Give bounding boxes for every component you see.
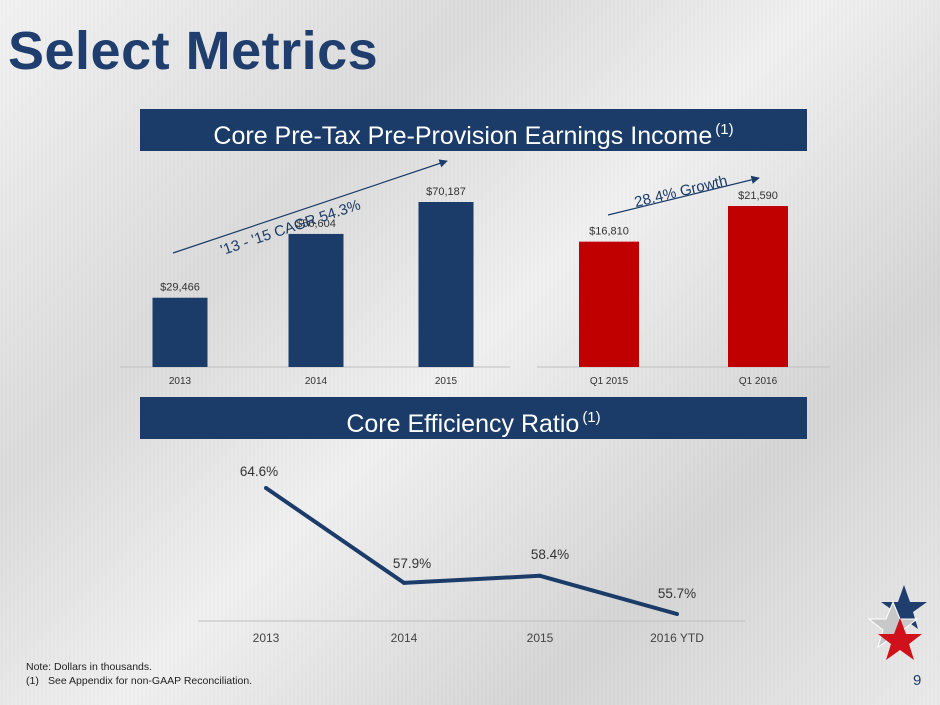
efficiency-point-1 <box>264 486 268 490</box>
bar-2-1 <box>579 241 639 367</box>
efficiency-label-4: 55.7% <box>658 586 696 601</box>
bar-1-1 <box>152 297 208 367</box>
efficiency-category-3: 2015 <box>527 631 554 645</box>
bar-label-1-1: $29,466 <box>160 282 200 294</box>
efficiency-point-2 <box>402 580 406 585</box>
efficiency-label-1: 64.6% <box>240 464 278 479</box>
bar-category-1-1: 2013 <box>169 376 192 387</box>
efficiency-category-1: 2013 <box>253 631 280 645</box>
bar-2-2 <box>728 206 788 367</box>
efficiency-banner-footnote: (1) <box>582 409 601 426</box>
bar-category-1-3: 2015 <box>435 376 458 387</box>
bar-category-2-1: Q1 2015 <box>590 376 629 387</box>
note-dollars: Note: Dollars in thousands. <box>26 661 153 673</box>
efficiency-point-3 <box>538 573 542 578</box>
bar-category-1-2: 2014 <box>305 376 328 387</box>
bar-label-1-3: $70,187 <box>426 186 466 198</box>
growth-arrow <box>607 175 760 216</box>
efficiency-label-3: 58.4% <box>531 547 569 562</box>
efficiency-banner: Core Efficiency Ratio (1) <box>140 397 807 439</box>
page-number: 9 <box>913 672 922 689</box>
efficiency-category-2: 2014 <box>391 631 418 645</box>
efficiency-line <box>264 486 678 616</box>
efficiency-banner-text: Core Efficiency Ratio <box>346 410 580 438</box>
cagr-arrow <box>172 159 448 254</box>
bar-label-2-2: $21,590 <box>738 190 778 202</box>
earnings-banner-text: Core Pre-Tax Pre-Provision Earnings Inco… <box>213 122 713 150</box>
bar-label-1-2: $56,604 <box>296 218 336 230</box>
bar-category-2-2: Q1 2016 <box>739 376 778 387</box>
earnings-banner: Core Pre-Tax Pre-Provision Earnings Inco… <box>140 109 807 151</box>
efficiency-label-2: 57.9% <box>393 556 431 571</box>
page-title: Select Metrics <box>8 21 379 81</box>
efficiency-point-4 <box>675 612 679 616</box>
bar-1-3 <box>418 202 474 367</box>
bar-1-2 <box>288 233 344 367</box>
note-footnote-marker: (1) <box>26 675 39 687</box>
star-logo <box>867 585 927 660</box>
earnings-banner-footnote: (1) <box>715 121 734 138</box>
note-footnote-text: See Appendix for non-GAAP Reconciliation… <box>48 675 253 687</box>
efficiency-category-4: 2016 YTD <box>650 631 704 645</box>
note-footnote: (1) See Appendix for non-GAAP Reconciliat… <box>26 675 252 687</box>
bar-label-2-1: $16,810 <box>589 226 629 238</box>
growth-annotation: 28.4% Growth <box>633 172 729 211</box>
